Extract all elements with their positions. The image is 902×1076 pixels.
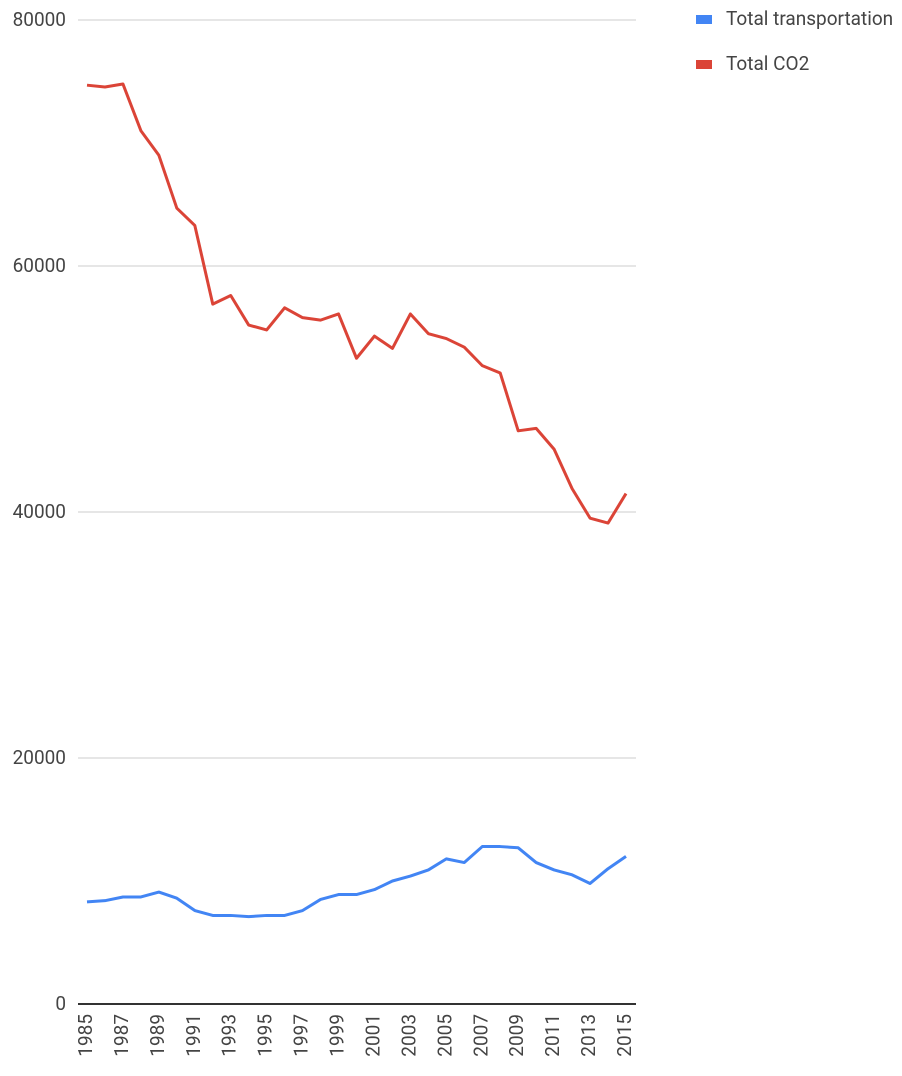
y-tick-label: 60000	[13, 254, 66, 277]
x-tick-label: 1987	[110, 1014, 133, 1057]
x-tick-label: 2011	[541, 1014, 564, 1057]
series-line	[86, 82, 628, 525]
series-line	[86, 845, 627, 919]
x-tick-label: 2015	[613, 1014, 636, 1057]
x-tick-label: 1997	[290, 1014, 313, 1057]
x-tick-label: 1999	[326, 1014, 349, 1057]
x-tick-label: 1985	[74, 1014, 97, 1057]
y-tick-label: 40000	[13, 500, 66, 523]
legend-swatch	[696, 15, 712, 24]
y-tick-label: 0	[55, 992, 66, 1015]
x-tick-label: 2007	[469, 1014, 492, 1057]
x-tick-label: 2005	[433, 1014, 456, 1057]
legend-swatch	[696, 60, 712, 69]
legend-label: Total transportation	[726, 7, 893, 30]
y-tick-label: 80000	[13, 8, 66, 31]
legend-label: Total CO2	[726, 52, 809, 75]
x-tick-label: 1993	[218, 1014, 241, 1057]
y-tick-label: 20000	[13, 746, 66, 769]
x-tick-label: 1995	[254, 1014, 277, 1057]
x-tick-label: 1989	[146, 1014, 169, 1057]
x-tick-label: 2001	[361, 1014, 384, 1057]
x-tick-label: 2003	[397, 1014, 420, 1057]
x-tick-label: 2009	[505, 1014, 528, 1057]
x-tick-label: 2013	[577, 1014, 600, 1057]
x-tick-label: 1991	[182, 1014, 205, 1057]
